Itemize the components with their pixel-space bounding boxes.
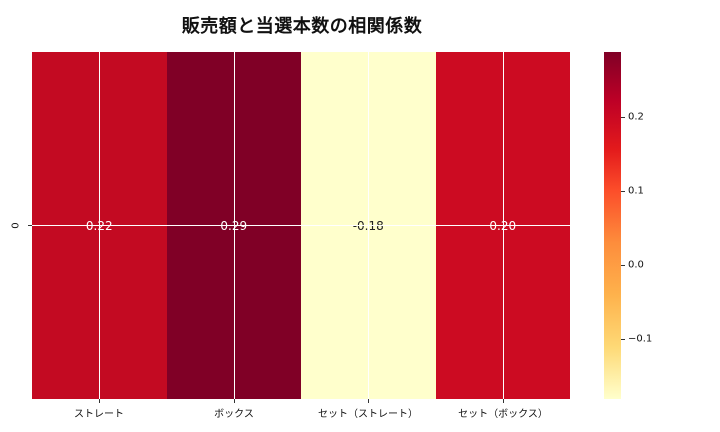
colorbar-tick (621, 265, 625, 266)
y-tick-label: 0 (10, 222, 22, 229)
chart-title: 販売額と当選本数の相関係数 (181, 16, 423, 37)
colorbar-tick (621, 191, 625, 192)
colorbar-tick-label: 0.1 (628, 185, 644, 197)
colorbar-tick-label: 0.0 (628, 259, 644, 271)
x-tick (234, 399, 235, 403)
colorbar-tick-label: 0.2 (628, 111, 644, 123)
x-tick-label: セット（ストレート） (318, 409, 418, 420)
x-tick (368, 399, 369, 403)
colorbar-tick (621, 339, 625, 340)
x-tick-label: セット（ボックス） (458, 409, 548, 420)
x-tick (99, 399, 100, 403)
x-tick-label: ボックス (214, 409, 254, 420)
x-tick-label: ストレート (74, 409, 124, 420)
colorbar-tick-label: −0.1 (628, 333, 653, 345)
gridline (32, 225, 570, 226)
x-tick (503, 399, 504, 403)
colorbar (604, 52, 621, 399)
colorbar-tick (621, 117, 625, 118)
y-tick (28, 225, 32, 226)
